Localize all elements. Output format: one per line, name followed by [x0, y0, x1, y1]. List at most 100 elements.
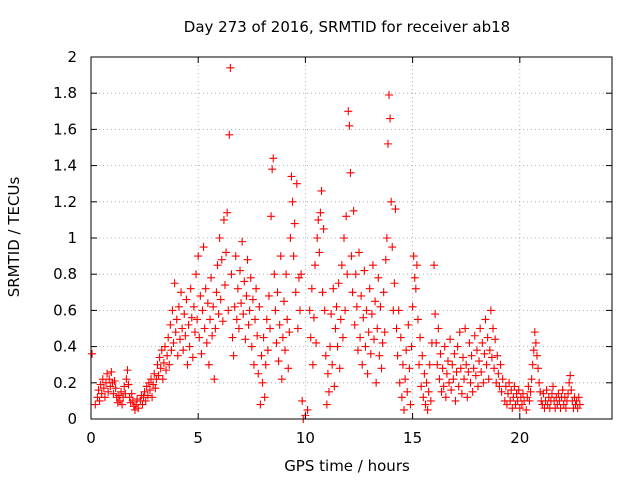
data-point	[561, 404, 570, 413]
data-point	[232, 315, 241, 324]
data-point	[372, 378, 381, 387]
data-point	[229, 351, 238, 360]
data-point	[222, 248, 231, 257]
data-point	[575, 400, 584, 409]
data-point	[241, 335, 250, 344]
data-point	[213, 261, 222, 270]
data-point	[478, 338, 487, 347]
data-point	[226, 63, 235, 72]
data-point	[351, 270, 360, 279]
data-point	[328, 360, 337, 369]
data-point	[413, 315, 422, 324]
data-point	[447, 386, 456, 395]
data-point	[252, 284, 261, 293]
data-point	[446, 335, 455, 344]
data-point	[323, 369, 332, 378]
data-point	[386, 114, 395, 123]
data-point	[410, 273, 419, 282]
x-tick-label: 0	[86, 429, 96, 447]
data-point	[227, 270, 236, 279]
data-point	[524, 382, 533, 391]
data-point	[273, 288, 282, 297]
data-point	[450, 349, 459, 358]
data-point	[426, 396, 435, 405]
data-point	[270, 270, 279, 279]
data-point	[431, 310, 440, 319]
data-point	[171, 328, 180, 337]
data-point	[143, 391, 152, 400]
data-point	[319, 224, 328, 233]
data-point	[382, 234, 391, 242]
data-point	[356, 333, 365, 342]
data-point	[448, 360, 457, 369]
data-point	[451, 396, 460, 405]
data-point	[510, 382, 519, 391]
data-point	[303, 405, 312, 414]
data-point	[345, 121, 354, 130]
data-point	[368, 261, 377, 270]
data-point	[110, 376, 119, 385]
data-point	[247, 342, 256, 351]
data-point	[234, 324, 243, 333]
data-point	[491, 335, 500, 344]
data-point	[542, 386, 551, 395]
data-point	[385, 91, 394, 100]
data-point	[363, 369, 372, 378]
data-point	[183, 360, 192, 369]
data-point	[390, 279, 399, 288]
data-point	[148, 393, 157, 402]
data-point	[380, 328, 389, 337]
data-point	[205, 315, 214, 324]
data-point	[317, 186, 326, 195]
data-point	[514, 386, 523, 395]
data-point	[481, 315, 490, 324]
data-point	[192, 270, 201, 279]
data-point	[290, 219, 299, 228]
y-tick-label: 1.6	[53, 120, 77, 138]
data-point	[99, 384, 108, 393]
data-point	[496, 360, 505, 369]
data-point	[394, 306, 403, 315]
data-point	[225, 130, 234, 139]
data-point	[244, 320, 253, 329]
data-point	[199, 243, 208, 252]
y-tick-label: 2	[67, 48, 77, 66]
data-point	[204, 360, 213, 369]
data-point	[423, 405, 432, 414]
data-point	[155, 353, 164, 362]
data-point	[173, 351, 182, 360]
data-point	[154, 371, 163, 380]
y-tick-label: 1.8	[53, 84, 77, 102]
data-point	[412, 261, 421, 270]
data-point	[258, 378, 267, 387]
data-point	[114, 391, 123, 400]
data-point	[286, 234, 295, 242]
data-point	[151, 384, 160, 393]
data-point	[203, 299, 212, 308]
data-point	[168, 306, 177, 315]
data-point	[233, 284, 242, 293]
data-point	[416, 333, 425, 342]
data-point	[242, 291, 251, 300]
data-point	[100, 393, 109, 402]
data-point	[480, 349, 489, 358]
data-point	[93, 393, 102, 402]
data-point	[473, 382, 482, 391]
data-point	[381, 255, 390, 264]
data-point	[419, 393, 428, 402]
data-point	[526, 387, 535, 396]
x-tick-label: 5	[193, 429, 203, 447]
data-point	[291, 288, 300, 297]
data-point	[519, 389, 528, 398]
data-point	[498, 375, 507, 384]
data-point	[485, 346, 494, 355]
data-point	[120, 382, 129, 391]
data-point	[111, 384, 120, 393]
data-point	[442, 369, 451, 378]
data-point	[346, 168, 355, 177]
chart-title: Day 273 of 2016, SRMTID for receiver ab1…	[184, 18, 510, 36]
x-tick-label: 20	[510, 429, 529, 447]
data-point	[482, 360, 491, 369]
data-point	[421, 400, 430, 409]
